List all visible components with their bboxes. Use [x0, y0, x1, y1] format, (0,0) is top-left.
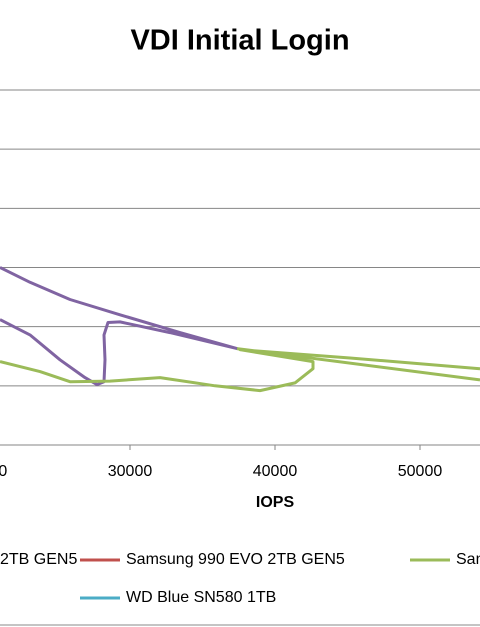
series-line	[0, 347, 480, 393]
chart-title: VDI Initial Login	[130, 25, 349, 57]
legend-label: Sam	[456, 551, 480, 568]
legend-label: WD Blue SN580 1TB	[126, 589, 276, 606]
x-tick-label: 40000	[253, 463, 298, 480]
x-axis-title: IOPS	[256, 494, 295, 511]
legend-label: Samsung 990 EVO 2TB GEN5	[126, 551, 345, 568]
legend-label: 2TB GEN5	[0, 551, 77, 568]
series-line	[0, 266, 239, 387]
x-tick-label: 20000	[0, 463, 7, 480]
x-tick-label: 50000	[398, 463, 443, 480]
x-tick-label: 30000	[108, 463, 153, 480]
